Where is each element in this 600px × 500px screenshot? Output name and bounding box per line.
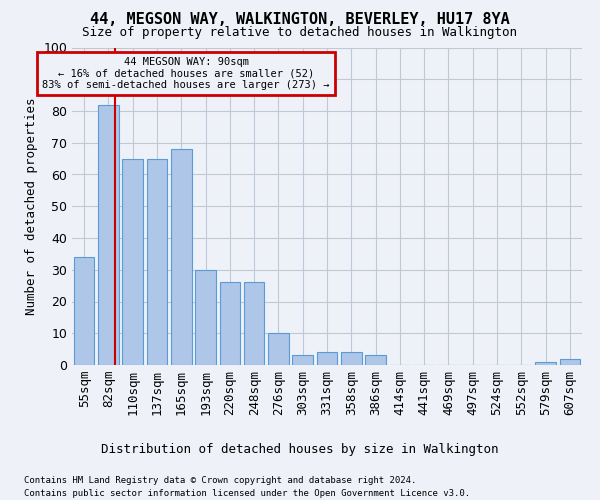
Bar: [244, 282, 265, 365]
Text: 44, MEGSON WAY, WALKINGTON, BEVERLEY, HU17 8YA: 44, MEGSON WAY, WALKINGTON, BEVERLEY, HU…: [90, 12, 510, 26]
Y-axis label: Number of detached properties: Number of detached properties: [25, 98, 38, 315]
Bar: [146, 158, 167, 365]
Bar: [560, 358, 580, 365]
Bar: [220, 282, 240, 365]
Text: Contains public sector information licensed under the Open Government Licence v3: Contains public sector information licen…: [24, 489, 470, 498]
Bar: [268, 333, 289, 365]
Bar: [74, 257, 94, 365]
Bar: [535, 362, 556, 365]
Bar: [195, 270, 216, 365]
Bar: [171, 149, 191, 365]
Bar: [122, 158, 143, 365]
Text: Distribution of detached houses by size in Walkington: Distribution of detached houses by size …: [101, 442, 499, 456]
Bar: [341, 352, 362, 365]
Bar: [292, 356, 313, 365]
Text: 44 MEGSON WAY: 90sqm
← 16% of detached houses are smaller (52)
83% of semi-detac: 44 MEGSON WAY: 90sqm ← 16% of detached h…: [43, 57, 330, 90]
Text: Contains HM Land Registry data © Crown copyright and database right 2024.: Contains HM Land Registry data © Crown c…: [24, 476, 416, 485]
Text: Size of property relative to detached houses in Walkington: Size of property relative to detached ho…: [83, 26, 517, 39]
Bar: [98, 104, 119, 365]
Bar: [365, 356, 386, 365]
Bar: [317, 352, 337, 365]
